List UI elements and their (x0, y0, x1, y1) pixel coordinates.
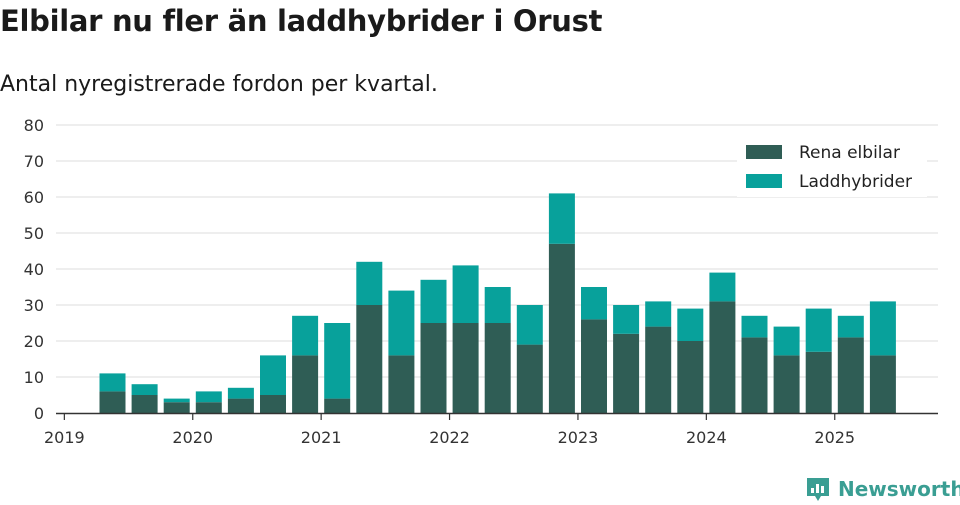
x-axis: 2019 2020 2021 2022 2023 2024 2025 (44, 412, 938, 447)
bar-rena-elbilar-2 (131, 395, 158, 413)
y-tick-label-60: 60 (24, 188, 44, 207)
x-tick-label-2022: 2022 (429, 428, 470, 447)
bar-rena-elbilar-5 (227, 398, 254, 413)
bar-laddhybrider-16 (581, 287, 607, 320)
bar-laddhybrider-11 (420, 279, 447, 323)
bar-rena-elbilar-11 (420, 323, 447, 413)
bar-rena-elbilar-10 (388, 355, 415, 413)
bar-laddhybrider-12 (452, 265, 479, 323)
y-tick-label-10: 10 (24, 368, 44, 387)
x-tick-label-2019: 2019 (44, 428, 85, 447)
bar-rena-elbilar-9 (356, 305, 383, 413)
bar-rena-elbilar-6 (260, 395, 286, 413)
bar-rena-elbilar-21 (741, 337, 768, 413)
brand-name: Newsworthy (838, 477, 960, 501)
bar-laddhybrider-18 (645, 301, 672, 327)
legend-label-laddhybrider: Laddhybrider (799, 172, 912, 192)
x-tick-label-2024: 2024 (686, 428, 727, 447)
bar-laddhybrider-15 (548, 193, 575, 244)
y-tick-label-20: 20 (24, 332, 44, 351)
legend-swatch-rena-elbilar (746, 145, 782, 159)
bar-rena-elbilar-22 (773, 355, 800, 413)
y-tick-label-50: 50 (24, 224, 44, 243)
newsworthy-logo-icon (807, 478, 829, 501)
y-tick-label-70: 70 (24, 152, 44, 171)
bar-rena-elbilar-24 (837, 337, 864, 413)
newsworthy-logo: Newsworthy (804, 475, 960, 503)
bar-rena-elbilar-25 (869, 355, 896, 413)
y-tick-label-30: 30 (24, 296, 44, 315)
y-tick-label-40: 40 (24, 260, 44, 279)
bar-laddhybrider-9 (356, 261, 383, 305)
chart-subtitle: Antal nyregistrerade fordon per kvartal. (0, 72, 438, 97)
bar-laddhybrider-6 (260, 355, 286, 395)
bar-laddhybrider-25 (869, 301, 896, 356)
x-tick-label-2023: 2023 (558, 428, 599, 447)
legend-swatch-laddhybrider (746, 174, 782, 188)
bar-rena-elbilar-20 (709, 301, 736, 413)
bar-rena-elbilar-18 (645, 326, 672, 413)
x-tick-label-2020: 2020 (172, 428, 213, 447)
y-axis-ticks: 0 10 20 30 40 50 60 70 80 (24, 116, 44, 423)
bar-laddhybrider-13 (484, 287, 511, 323)
bar-rena-elbilar-23 (805, 351, 832, 413)
bar-rena-elbilar-17 (613, 333, 640, 413)
bar-rena-elbilar-1 (99, 391, 126, 413)
bar-laddhybrider-24 (837, 315, 864, 338)
bar-laddhybrider-1 (99, 373, 126, 392)
bar-laddhybrider-4 (195, 391, 222, 403)
bar-laddhybrider-2 (131, 384, 158, 395)
bar-rena-elbilar-12 (452, 323, 479, 413)
bar-laddhybrider-14 (516, 305, 543, 345)
bar-laddhybrider-22 (773, 326, 800, 356)
bar-rena-elbilar-8 (324, 398, 351, 413)
bar-rena-elbilar-14 (516, 344, 543, 413)
x-tick-label-2021: 2021 (301, 428, 342, 447)
bar-rena-elbilar-15 (548, 243, 575, 413)
x-tick-label-2025: 2025 (814, 428, 855, 447)
bars (99, 193, 896, 413)
bar-rena-elbilar-4 (195, 402, 222, 413)
bar-laddhybrider-21 (741, 315, 768, 338)
chart-title: Elbilar nu fler än laddhybrider i Orust (0, 4, 603, 38)
bar-laddhybrider-7 (292, 315, 319, 356)
y-tick-label-0: 0 (34, 404, 44, 423)
bar-laddhybrider-23 (805, 308, 832, 352)
bar-laddhybrider-17 (613, 305, 640, 334)
legend-label-rena-elbilar: Rena elbilar (799, 143, 900, 163)
bar-rena-elbilar-13 (484, 323, 511, 413)
bar-rena-elbilar-7 (292, 355, 319, 413)
legend: Rena elbilar Laddhybrider (737, 135, 927, 197)
bar-laddhybrider-10 (388, 290, 415, 356)
bar-rena-elbilar-16 (581, 319, 607, 413)
bar-laddhybrider-8 (324, 323, 351, 399)
bar-rena-elbilar-3 (163, 402, 190, 413)
y-tick-label-80: 80 (24, 116, 44, 135)
bar-rena-elbilar-19 (677, 341, 704, 413)
bar-laddhybrider-5 (227, 387, 254, 399)
bar-laddhybrider-3 (163, 398, 190, 403)
bar-laddhybrider-20 (709, 272, 736, 302)
bar-laddhybrider-19 (677, 308, 704, 341)
